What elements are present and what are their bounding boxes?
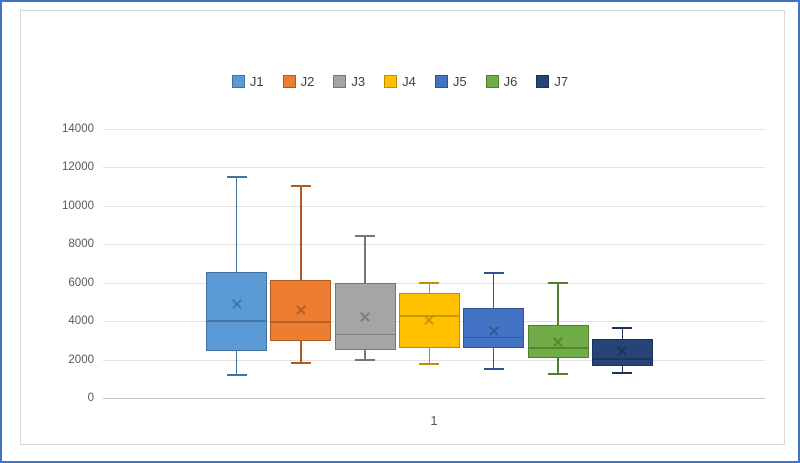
legend-swatch-J7 (536, 75, 550, 88)
legend-swatch-J6 (485, 75, 499, 88)
min-cap-J7 (612, 372, 633, 375)
min-cap-J4 (419, 363, 440, 366)
upper-whisker-J3 (364, 235, 366, 283)
upper-whisker-J2 (300, 185, 302, 280)
legend-swatch-J3 (333, 75, 347, 88)
legend-swatch-J4 (384, 75, 398, 88)
lower-whisker-J3 (364, 349, 366, 360)
legend-item-J1: J1 (231, 74, 264, 89)
legend-item-J7: J7 (536, 75, 568, 88)
y-tick-label-4000: 4000 (68, 315, 94, 328)
y-tick-label-12000: 12000 (62, 161, 94, 174)
gridline-2000 (103, 359, 765, 361)
iqr-box-J1 (206, 272, 267, 351)
max-cap-J4 (419, 281, 440, 284)
iqr-box-J4 (398, 293, 460, 349)
legend-swatch-J5 (434, 75, 448, 88)
y-tick-label-8000: 8000 (68, 238, 94, 251)
y-tick-label-2000: 2000 (68, 353, 94, 366)
median-line-J3 (334, 333, 396, 336)
legend-item-J4: J4 (384, 75, 416, 88)
lower-whisker-J2 (300, 341, 302, 364)
gridline-10000 (103, 205, 765, 207)
chart-legend: J1 J2 J3 J4 J5 J6 J7 (2, 75, 798, 88)
y-tick-label-0: 0 (87, 392, 94, 404)
median-line-J2 (270, 321, 332, 323)
legend-item-J3: J3 (333, 75, 365, 88)
median-line-J5 (463, 336, 525, 339)
min-cap-J3 (355, 358, 376, 361)
max-cap-J3 (355, 234, 376, 237)
legend-item-J5: J5 (434, 74, 467, 89)
max-cap-J1 (226, 176, 247, 179)
legend-label-J3: J3 (351, 74, 366, 89)
median-line-J6 (527, 347, 589, 349)
mean-x-marker-J7 (616, 345, 628, 357)
y-tick-label-6000: 6000 (68, 276, 94, 289)
lower-whisker-J7 (621, 366, 624, 373)
mean-x-marker-J1 (231, 298, 243, 310)
lower-whisker-J4 (428, 348, 431, 365)
legend-label-J2: J2 (300, 74, 315, 89)
legend-label-J1: J1 (249, 74, 264, 89)
upper-whisker-J6 (557, 282, 559, 325)
legend-swatch-J1 (231, 75, 245, 88)
upper-whisker-J4 (428, 282, 431, 294)
y-tick-label-14000: 14000 (62, 123, 94, 135)
lower-whisker-J5 (492, 348, 495, 370)
legend-item-J6: J6 (485, 74, 518, 89)
gridline-12000 (103, 167, 765, 169)
median-line-J1 (206, 320, 267, 323)
lower-whisker-J1 (235, 350, 238, 375)
legend-label-J5: J5 (452, 74, 467, 89)
median-line-J7 (591, 357, 653, 360)
legend-label-J7: J7 (554, 74, 569, 89)
min-cap-J1 (226, 373, 247, 376)
upper-whisker-J1 (235, 177, 238, 273)
chart-area-border (20, 10, 785, 445)
min-cap-J6 (548, 372, 568, 375)
max-cap-J5 (483, 272, 504, 275)
max-cap-J6 (548, 281, 568, 284)
mean-x-marker-J5 (488, 325, 500, 337)
legend-item-J2: J2 (282, 74, 315, 89)
lower-whisker-J6 (557, 357, 559, 374)
iqr-box-J5 (463, 307, 525, 349)
gridline-0 (103, 398, 765, 399)
mean-x-marker-J2 (295, 304, 307, 316)
mean-x-marker-J6 (552, 335, 564, 347)
y-tick-label-10000: 10000 (62, 199, 94, 212)
mean-x-marker-J4 (423, 314, 435, 326)
upper-whisker-J5 (492, 273, 495, 308)
legend-label-J4: J4 (402, 74, 416, 89)
x-axis-category-label: 1 (430, 413, 438, 428)
max-cap-J7 (612, 326, 633, 329)
upper-whisker-J7 (621, 327, 624, 340)
max-cap-J2 (290, 184, 311, 187)
legend-swatch-J2 (282, 75, 296, 88)
legend-label-J6: J6 (503, 74, 518, 89)
gridline-14000 (103, 129, 765, 130)
min-cap-J2 (290, 362, 311, 365)
min-cap-J5 (483, 368, 504, 371)
gridline-8000 (103, 244, 765, 246)
mean-x-marker-J3 (359, 311, 371, 323)
